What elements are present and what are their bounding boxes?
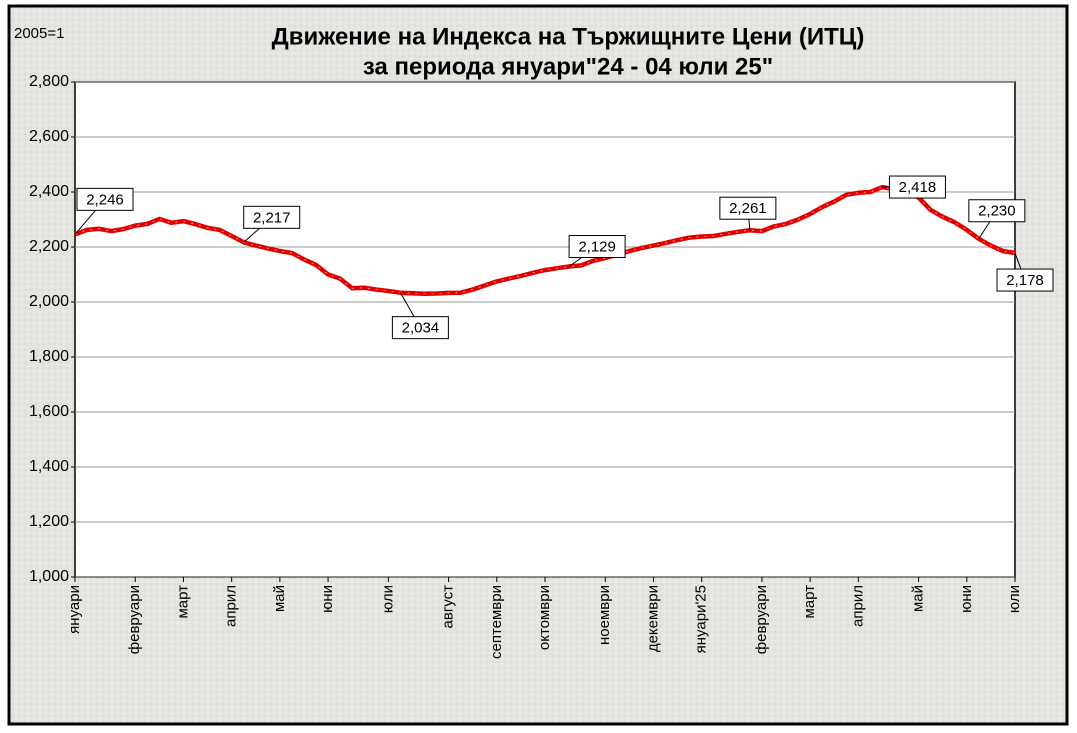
label-box (996, 268, 1054, 292)
x-tick-label: юли (1006, 585, 1023, 613)
data-label: 2,034 (402, 320, 440, 337)
data-label: 2,246 (86, 191, 124, 208)
y-tick-label: 1,000 (29, 568, 69, 585)
data-label: 2,230 (978, 203, 1016, 220)
x-tick-label: април (223, 585, 240, 627)
x-tick-label: януари'25 (693, 585, 710, 653)
x-tick-label: февруари (753, 585, 770, 654)
label-box (568, 235, 626, 259)
x-tick-label: октомври (536, 585, 553, 650)
x-tick-label: ноември (596, 585, 613, 645)
label-box (243, 205, 301, 229)
y-tick-label: 2,000 (29, 293, 69, 310)
x-tick-label: август (440, 585, 457, 629)
y-tick-label: 2,800 (29, 73, 69, 90)
x-tick-label: декември (644, 585, 661, 652)
y-tick-label: 2,200 (29, 238, 69, 255)
plot-area (74, 81, 1016, 578)
chart-subtitle: за периода януари"24 - 04 юли 25" (363, 53, 773, 80)
base-note: 2005=1 (14, 25, 64, 42)
x-tick-label: януари (66, 585, 83, 634)
x-tick-label: юни (319, 585, 336, 613)
data-label: 2,418 (899, 179, 937, 196)
data-label: 2,178 (1006, 272, 1044, 289)
y-tick-label: 1,600 (29, 403, 69, 420)
x-tick-label: септември (488, 585, 505, 659)
x-tick-label: юли (379, 585, 396, 613)
data-label: 2,217 (253, 209, 291, 226)
label-box (76, 187, 134, 211)
y-tick-label: 1,200 (29, 513, 69, 530)
series-line (74, 184, 1016, 297)
x-tick-label: май (910, 585, 927, 612)
x-tick-label: април (849, 585, 866, 627)
label-box (391, 316, 449, 340)
x-tick-label: юни (958, 585, 975, 613)
y-tick-label: 2,600 (29, 128, 69, 145)
y-tick-label: 2,400 (29, 183, 69, 200)
x-tick-label: май (271, 585, 288, 612)
x-tick-label: февруари (126, 585, 143, 654)
label-box (968, 199, 1026, 223)
data-label: 2,129 (578, 238, 616, 255)
chart-title: Движение на Индекса на Тържищните Цени (… (272, 23, 865, 50)
x-tick-label: март (801, 585, 818, 619)
y-tick-label: 1,400 (29, 458, 69, 475)
y-tick-label: 1,800 (29, 348, 69, 365)
x-tick-label: март (174, 585, 191, 619)
data-label: 2,261 (729, 200, 767, 217)
label-box (888, 175, 946, 199)
label-box (719, 196, 777, 220)
